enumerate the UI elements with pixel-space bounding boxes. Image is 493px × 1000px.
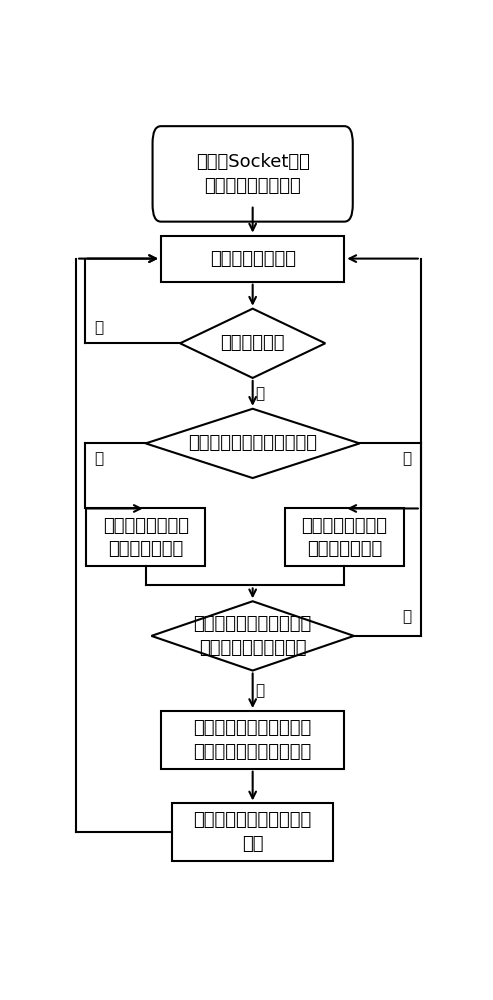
FancyBboxPatch shape xyxy=(152,126,353,222)
Text: 缓存至多源数据字
典中的振动键中: 缓存至多源数据字 典中的振动键中 xyxy=(103,517,189,558)
Text: 是否收到数据: 是否收到数据 xyxy=(220,334,285,352)
Bar xyxy=(161,711,344,769)
Polygon shape xyxy=(145,409,360,478)
Text: 缓存至多源数据字
典中的电流键中: 缓存至多源数据字 典中的电流键中 xyxy=(301,517,387,558)
Bar xyxy=(285,508,404,566)
Bar xyxy=(161,236,344,282)
Text: 是: 是 xyxy=(94,451,103,466)
Text: 是: 是 xyxy=(256,386,265,401)
Text: 多源数据字典中的振动键
及电流键中是否都有值: 多源数据字典中的振动键 及电流键中是否都有值 xyxy=(194,615,312,657)
Polygon shape xyxy=(151,601,354,671)
Text: 监听数据接收端口: 监听数据接收端口 xyxy=(210,250,296,268)
Bar xyxy=(173,803,333,861)
Text: 是: 是 xyxy=(256,683,265,698)
Text: 否: 否 xyxy=(402,451,411,466)
Bar xyxy=(86,508,205,566)
Text: 否: 否 xyxy=(402,609,411,624)
Polygon shape xyxy=(180,309,325,378)
Text: 初始化Socket服务
初始化多源数据字典: 初始化Socket服务 初始化多源数据字典 xyxy=(196,153,310,195)
Text: 否: 否 xyxy=(94,320,103,335)
Text: 清空多源数据字典中的所
有值: 清空多源数据字典中的所 有值 xyxy=(194,811,312,853)
Text: 分配当前时间为多源数据
包的时间戳，存入数据库: 分配当前时间为多源数据 包的时间戳，存入数据库 xyxy=(194,719,312,761)
Text: 是否来自振动信号采集终端: 是否来自振动信号采集终端 xyxy=(188,434,317,452)
